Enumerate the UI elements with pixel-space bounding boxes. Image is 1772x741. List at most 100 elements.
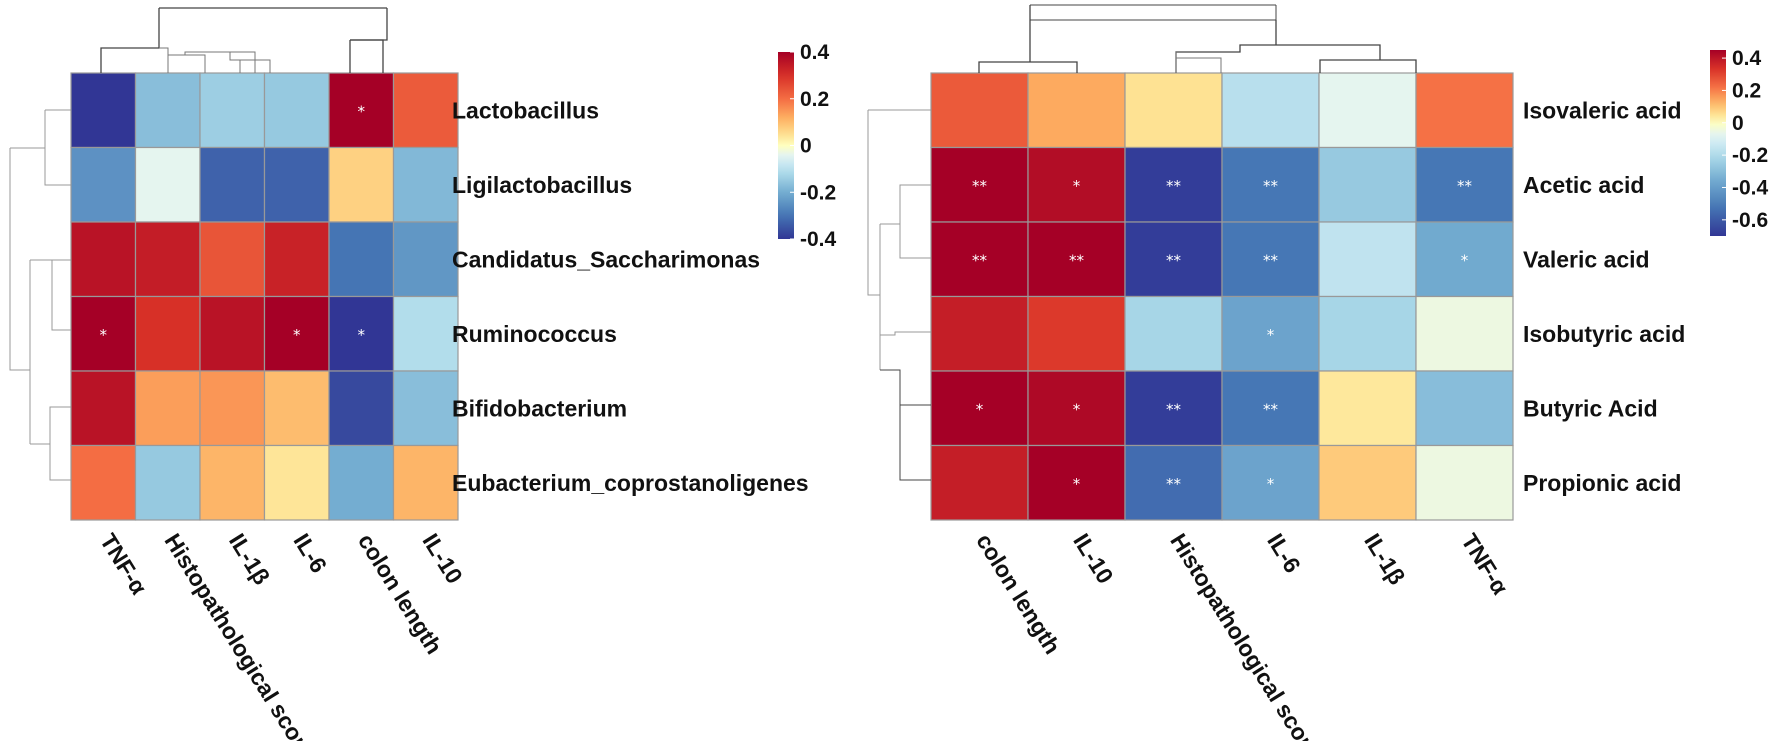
colorbar-tick-label: -0.4 <box>800 228 837 251</box>
heatmap-cell <box>1318 295 1417 372</box>
significance-mark: ** <box>972 177 988 195</box>
heatmap-cell <box>392 444 459 521</box>
heatmap-cell <box>134 146 201 223</box>
colorbar-tick-label: 0 <box>800 135 812 158</box>
significance-mark: ** <box>1166 475 1182 493</box>
heatmap-cell <box>199 370 266 447</box>
heatmap-cell <box>930 295 1029 372</box>
column-label: IL-1β <box>224 529 275 589</box>
heatmap-cell <box>328 444 395 521</box>
heatmap-cell <box>392 72 459 149</box>
colorbar-tick-label: -0.2 <box>1732 144 1768 167</box>
column-dendrogram-1 <box>184 51 271 73</box>
heatmap-cell <box>263 295 330 372</box>
significance-mark: * <box>358 326 366 344</box>
heatmap-cell <box>1221 72 1320 149</box>
heatmap-cell <box>1415 72 1514 149</box>
heatmap-cell <box>134 72 201 149</box>
column-label: IL-1β <box>1359 529 1410 589</box>
row-label: Isobutyric acid <box>1523 321 1685 347</box>
colorbar-tick-label: -0.6 <box>1732 209 1768 232</box>
heatmap-cell <box>1124 370 1223 447</box>
row-label: Ligilactobacillus <box>452 172 632 198</box>
heatmap-cell <box>930 444 1029 521</box>
column-dendrogram-1 <box>100 8 160 73</box>
row-dendrogram-1 <box>29 259 71 444</box>
colorbar-tick-label: 0.4 <box>1732 47 1762 70</box>
heatmap-cell <box>930 72 1029 149</box>
heatmap-cell <box>199 221 266 298</box>
significance-mark: * <box>358 102 366 120</box>
significance-mark: * <box>1461 251 1469 269</box>
heatmap-cell <box>1124 221 1223 298</box>
colorbar-tick-label: 0 <box>1732 112 1744 135</box>
column-dendrogram-1 <box>159 47 206 73</box>
heatmap-cell <box>70 72 137 149</box>
heatmap-cell <box>1124 146 1223 223</box>
heatmap-cell <box>328 221 395 298</box>
significance-mark: * <box>100 326 108 344</box>
significance-mark: ** <box>1166 400 1182 418</box>
heatmap-cell <box>70 444 137 521</box>
heatmap-cell <box>930 370 1029 447</box>
heatmap-cell <box>199 444 266 521</box>
significance-mark: * <box>293 326 301 344</box>
heatmap-panel-1: * * * * Lactobacillus Ligilactobacillus Candid… <box>70 41 837 741</box>
row-label: Eubacterium_coprostanoligenes <box>452 470 809 496</box>
heatmap-cell <box>263 221 330 298</box>
column-dendrogram-1 <box>350 8 388 41</box>
row-dendrogram-1 <box>44 109 71 186</box>
row-label: Propionic acid <box>1523 470 1681 496</box>
heatmap-cell <box>263 146 330 223</box>
row-dendrogram-1 <box>9 148 30 371</box>
heatmap-cell <box>1318 72 1417 149</box>
significance-mark: ** <box>1457 177 1473 195</box>
column-dendrogram-1 <box>349 39 384 73</box>
heatmap-cell <box>1415 221 1514 298</box>
heatmap-cell <box>1027 370 1126 447</box>
heatmap-cell <box>134 295 201 372</box>
row-dendrogram-2 <box>899 404 931 481</box>
colorbar <box>1710 50 1726 236</box>
column-label: colon length <box>971 529 1065 659</box>
significance-mark: * <box>1073 177 1081 195</box>
significance-mark: ** <box>1166 177 1182 195</box>
heatmap-cell <box>328 72 395 149</box>
heatmap-cell <box>1027 72 1126 149</box>
column-dendrogram-2 <box>1175 20 1417 73</box>
column-label: IL-6 <box>1262 529 1306 577</box>
significance-mark: * <box>1267 326 1275 344</box>
heatmap-cell <box>1415 370 1514 447</box>
heatmap-cell <box>1124 295 1223 372</box>
heatmap-cell <box>134 444 201 521</box>
heatmap-cell <box>1221 444 1320 521</box>
heatmap-cell <box>70 370 137 447</box>
heatmap-cell <box>392 295 459 372</box>
heatmap-cell <box>1415 444 1514 521</box>
row-dendrogram-2 <box>867 109 931 296</box>
significance-mark: * <box>1267 475 1275 493</box>
heatmap-cell <box>1027 295 1126 372</box>
heatmap-cell <box>1318 370 1417 447</box>
significance-mark: ** <box>972 251 988 269</box>
row-label: Lactobacillus <box>452 97 599 123</box>
row-dendrogram-1 <box>30 406 71 481</box>
colorbar-tick-label: 0.4 <box>800 41 830 64</box>
column-label: TNF-α <box>1456 529 1513 599</box>
colorbar-tick-label: -0.4 <box>1732 176 1769 199</box>
column-label: IL-10 <box>418 529 468 588</box>
row-label: Ruminococcus <box>452 321 617 347</box>
heatmap-panel-2: ** * ** ** **** ** ** ** *** * ** *** ** *Isovaleric … <box>930 47 1769 741</box>
heatmap-cell <box>930 221 1029 298</box>
heatmap-cell <box>70 221 137 298</box>
colorbar-tick-label: 0.2 <box>1732 79 1761 102</box>
row-label: Isovaleric acid <box>1523 97 1682 123</box>
heatmap-cell <box>134 221 201 298</box>
row-dendrogram-2 <box>880 331 931 336</box>
column-label: TNF-α <box>95 529 152 599</box>
heatmap-cell <box>1415 295 1514 372</box>
column-label: IL-10 <box>1068 529 1118 588</box>
heatmap-cell <box>1027 444 1126 521</box>
row-label: Bifidobacterium <box>452 395 627 421</box>
